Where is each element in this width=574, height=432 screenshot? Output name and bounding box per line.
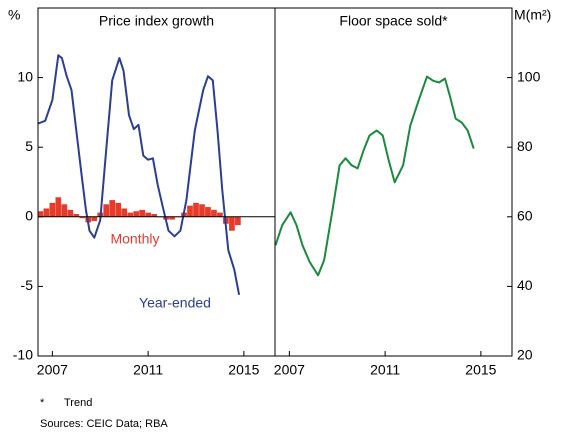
y-axis-label: M(m²) xyxy=(514,7,551,23)
series-label: Year-ended xyxy=(139,295,211,311)
y-axis-label: % xyxy=(8,7,20,23)
bar xyxy=(133,211,139,217)
bar xyxy=(109,200,116,217)
bar xyxy=(211,209,217,217)
line xyxy=(274,75,475,277)
bar xyxy=(169,216,175,220)
x-tick-label: 2007 xyxy=(37,362,68,378)
bar xyxy=(193,202,199,217)
bar xyxy=(205,207,211,217)
y-tick-label: 100 xyxy=(517,68,541,84)
series-label: Monthly xyxy=(110,231,159,247)
bar xyxy=(79,216,86,219)
sources: Sources: CEIC Data; RBA xyxy=(40,418,168,430)
bar xyxy=(55,197,62,217)
bar xyxy=(139,209,145,217)
bar xyxy=(187,205,193,217)
y-tick-label: 10 xyxy=(17,68,33,84)
panel-frame xyxy=(274,7,513,357)
bar xyxy=(73,214,80,217)
x-tick-label: 2011 xyxy=(370,362,400,378)
y-tick-label: 80 xyxy=(517,138,533,154)
panel-title: Price index growth xyxy=(99,13,214,29)
bar xyxy=(49,202,56,217)
bar xyxy=(115,202,122,217)
footnote: Trend xyxy=(64,397,92,409)
y-tick-label: 20 xyxy=(517,347,533,363)
bar xyxy=(145,212,151,217)
bar xyxy=(61,204,68,217)
y-tick-label: 0 xyxy=(25,208,33,224)
y-tick-label: 5 xyxy=(25,138,33,154)
x-tick-label: 2011 xyxy=(133,362,163,378)
bar xyxy=(229,216,235,231)
footnote-mark: * xyxy=(40,397,45,409)
bar xyxy=(217,212,223,217)
bar xyxy=(127,212,134,217)
bar xyxy=(121,208,128,217)
bar xyxy=(235,216,241,226)
line xyxy=(37,54,241,295)
x-tick-label: 2015 xyxy=(465,362,496,378)
bar xyxy=(151,214,157,217)
y-tick-label: -10 xyxy=(13,347,33,363)
bar xyxy=(67,209,74,217)
bar xyxy=(103,204,110,217)
y-tick-label: -5 xyxy=(21,277,34,293)
x-tick-label: 2007 xyxy=(274,362,305,378)
y-tick-label: 60 xyxy=(517,208,533,224)
bar xyxy=(43,208,50,217)
bar xyxy=(91,216,98,221)
bar xyxy=(37,211,44,217)
y-tick-label: 40 xyxy=(517,277,533,293)
bar xyxy=(199,204,205,217)
x-tick-label: 2015 xyxy=(228,362,259,378)
panel-title: Floor space sold* xyxy=(339,13,448,29)
